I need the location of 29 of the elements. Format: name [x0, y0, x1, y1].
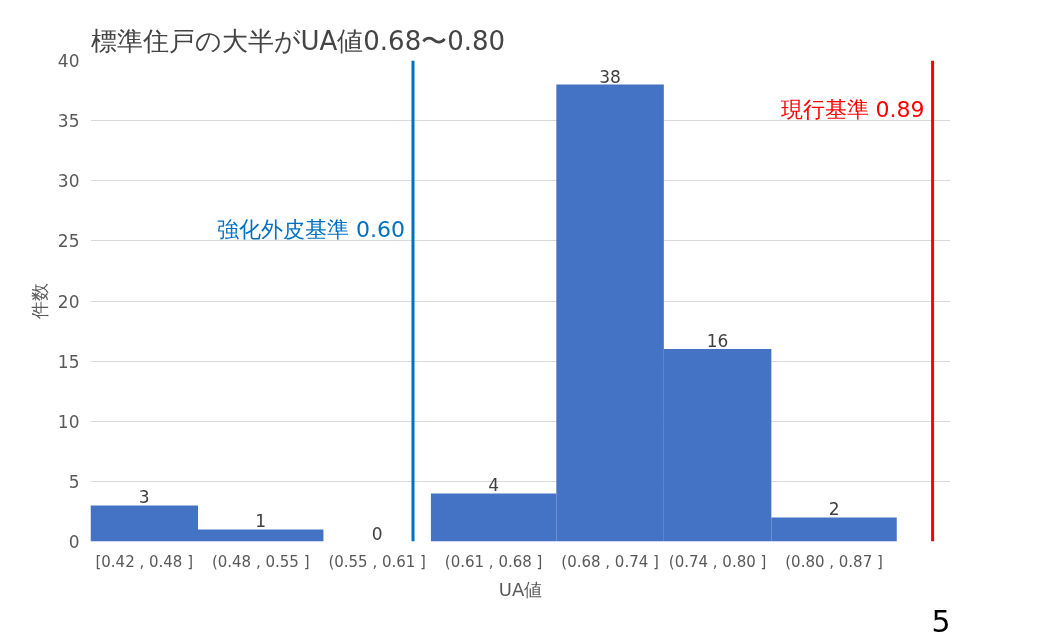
- category-label: (0.48 , 0.55 ]: [211, 552, 310, 571]
- category-label: (0.61 , 0.68 ]: [444, 552, 543, 571]
- y-tick-label: 0: [68, 532, 80, 552]
- y-tick-label: 35: [57, 111, 80, 132]
- y-tick-label: 20: [57, 291, 80, 312]
- category-label: (0.68 , 0.74 ]: [561, 552, 659, 571]
- chart-title: 標準住戸の大半がUA値0.68〜0.80: [90, 25, 506, 56]
- ref-line-label: 強化外皮基準 0.60: [217, 216, 406, 242]
- category-label: (0.80 , 0.87 ]: [785, 552, 883, 571]
- data-label: 3: [138, 487, 150, 508]
- y-tick-label: 15: [57, 351, 80, 372]
- y-tick-label: 5: [68, 471, 80, 492]
- y-tick-label: 30: [57, 171, 80, 192]
- y-tick-label: 10: [57, 411, 80, 432]
- data-label: 2: [828, 499, 840, 520]
- y-tick-label: 40: [57, 51, 80, 71]
- data-label: 1: [255, 511, 267, 532]
- data-label: 0: [371, 523, 383, 544]
- category-label: [0.42 , 0.48 ]: [95, 552, 194, 571]
- ref-line-label: 現行基準 0.89: [780, 96, 925, 122]
- x-axis-title: UA値: [498, 578, 543, 600]
- y-axis-title: 件数: [28, 283, 50, 319]
- data-label: 4: [488, 475, 500, 496]
- data-label: 38: [599, 66, 621, 87]
- y-tick-label: 25: [57, 231, 80, 252]
- category-label: (0.74 , 0.80 ]: [668, 552, 767, 571]
- text: 5: [931, 603, 951, 639]
- category-label: (0.55 , 0.61 ]: [328, 552, 426, 571]
- data-label: 16: [706, 331, 729, 352]
